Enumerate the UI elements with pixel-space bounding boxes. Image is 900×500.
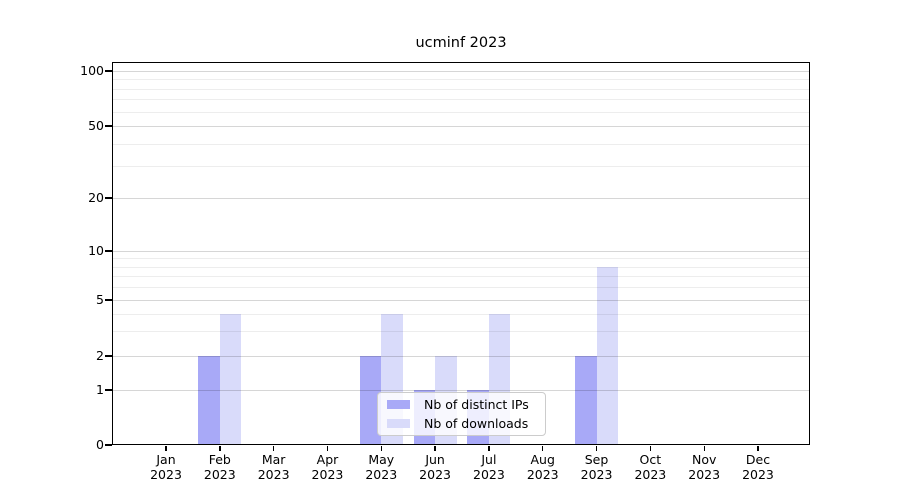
x-tick-label: Oct 2023 xyxy=(634,452,667,482)
y-tick-label: 1 xyxy=(96,382,104,397)
legend-item-distinct-ips: Nb of distinct IPs xyxy=(387,397,545,413)
x-tick-label: Apr 2023 xyxy=(311,452,344,482)
x-tick-mark xyxy=(488,446,490,451)
x-tick-mark xyxy=(380,446,382,451)
x-tick-mark xyxy=(595,446,598,451)
legend-item-downloads: Nb of downloads xyxy=(387,416,545,432)
y-tick-label: 5 xyxy=(96,292,104,307)
x-tick-mark xyxy=(326,446,329,451)
y-tick-label: 10 xyxy=(88,243,104,258)
x-tick-label: Aug 2023 xyxy=(526,452,559,482)
bar-sep-distinct-ips xyxy=(575,356,597,445)
y-tick-label: 0 xyxy=(96,437,104,452)
y-tick-mark xyxy=(105,355,112,357)
legend-label-distinct-ips: Nb of distinct IPs xyxy=(424,397,529,412)
y-tick-mark xyxy=(105,389,112,391)
y-tick-mark xyxy=(105,125,112,127)
x-tick-mark xyxy=(542,446,544,451)
y-tick-mark xyxy=(105,444,112,446)
legend-swatch-downloads xyxy=(387,419,410,428)
bar-may-distinct-ips xyxy=(359,356,382,445)
x-tick-mark xyxy=(273,446,275,451)
y-tick-label: 2 xyxy=(96,348,104,363)
y-tick-mark xyxy=(105,70,112,72)
x-tick-label: Jun 2023 xyxy=(419,452,451,482)
y-tick-mark xyxy=(105,299,112,301)
chart-title: ucminf 2023 xyxy=(415,35,507,51)
x-tick-mark xyxy=(757,446,759,451)
y-tick-mark xyxy=(105,250,112,252)
bar-feb-downloads xyxy=(219,313,242,445)
bar-sep-downloads xyxy=(596,266,619,445)
y-tick-label: 100 xyxy=(80,63,104,78)
x-tick-label: Jul 2023 xyxy=(473,452,505,482)
x-tick-label: Sep 2023 xyxy=(580,452,613,482)
x-tick-mark xyxy=(703,446,705,451)
x-tick-label: May 2023 xyxy=(365,452,398,482)
legend-label-downloads: Nb of downloads xyxy=(424,416,529,431)
y-tick-label: 50 xyxy=(88,118,104,133)
y-tick-mark xyxy=(105,197,112,199)
x-tick-label: Dec 2023 xyxy=(742,452,774,482)
x-tick-mark xyxy=(219,446,221,451)
x-tick-label: Mar 2023 xyxy=(257,452,290,482)
bar-feb-distinct-ips xyxy=(198,356,220,445)
bars-layer xyxy=(112,62,810,445)
legend-swatch-distinct-ips xyxy=(387,400,410,409)
x-tick-mark xyxy=(434,446,436,451)
plot-area: Nb of distinct IPs Nb of downloads xyxy=(112,62,810,445)
x-tick-label: Feb 2023 xyxy=(203,452,236,482)
legend: Nb of distinct IPs Nb of downloads xyxy=(377,392,546,436)
x-tick-label: Jan 2023 xyxy=(150,452,182,482)
x-tick-label: Nov 2023 xyxy=(688,452,721,482)
x-tick-mark xyxy=(165,446,167,451)
x-tick-mark xyxy=(649,446,652,451)
y-tick-label: 20 xyxy=(88,190,104,205)
